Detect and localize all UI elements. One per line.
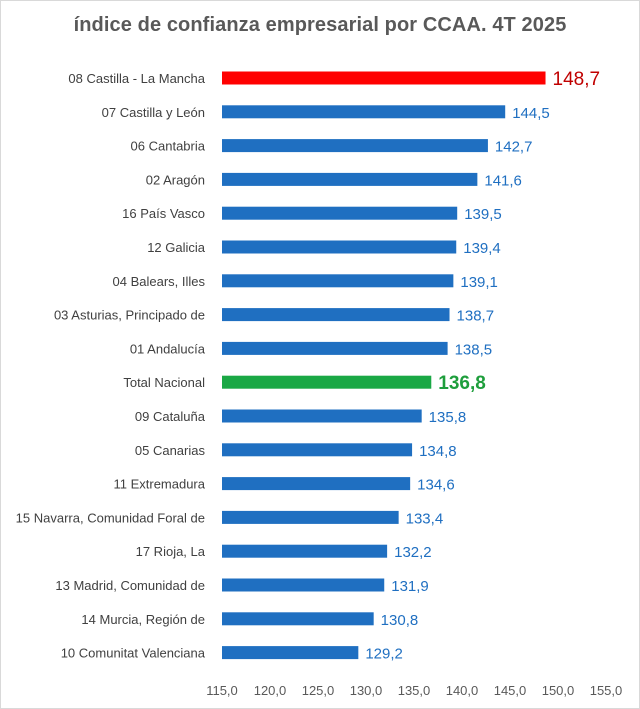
bar xyxy=(222,477,411,491)
bar xyxy=(222,139,488,153)
category-label: 06 Cantabria xyxy=(131,139,206,154)
category-label: 04 Balears, Illes xyxy=(113,274,206,289)
category-label: 03 Asturias, Principado de xyxy=(54,308,205,323)
data-label: 131,9 xyxy=(391,578,429,595)
category-label: 02 Aragón xyxy=(146,172,205,187)
bar xyxy=(222,544,388,558)
x-tick-label: 145,0 xyxy=(494,683,527,698)
category-label: 11 Extremadura xyxy=(113,477,205,492)
data-label: 136,8 xyxy=(438,373,486,394)
category-label: 10 Comunitat Valenciana xyxy=(61,646,206,661)
category-label: 13 Madrid, Comunidad de xyxy=(55,578,205,593)
bar xyxy=(222,172,478,186)
data-label: 139,5 xyxy=(464,206,502,223)
bar xyxy=(222,646,359,660)
data-label: 144,5 xyxy=(512,105,550,122)
bar xyxy=(222,206,458,220)
x-tick-label: 130,0 xyxy=(350,683,383,698)
data-label: 139,4 xyxy=(463,240,501,257)
x-tick-label: 115,0 xyxy=(206,683,238,698)
x-tick-label: 140,0 xyxy=(446,683,479,698)
data-label: 132,2 xyxy=(394,544,432,561)
category-label: 08 Castilla - La Mancha xyxy=(68,71,205,86)
bar xyxy=(222,105,506,119)
data-label: 148,7 xyxy=(553,69,601,90)
data-label: 138,7 xyxy=(457,308,495,325)
bar xyxy=(222,612,374,626)
category-label: 12 Galicia xyxy=(147,240,206,255)
data-label: 142,7 xyxy=(495,139,533,156)
data-label: 133,4 xyxy=(406,510,444,527)
category-label: 16 País Vasco xyxy=(122,206,205,221)
category-label: 07 Castilla y León xyxy=(102,105,205,120)
data-label: 130,8 xyxy=(381,612,419,629)
bar xyxy=(222,375,432,389)
category-label: 17 Rioja, La xyxy=(136,544,206,559)
bar xyxy=(222,240,457,254)
x-tick-label: 125,0 xyxy=(302,683,335,698)
data-label: 134,8 xyxy=(419,443,457,460)
x-tick-label: 155,0 xyxy=(590,683,623,698)
category-label: Total Nacional xyxy=(123,375,205,390)
data-label: 139,1 xyxy=(460,274,498,291)
bar xyxy=(222,443,413,457)
category-label: 15 Navarra, Comunidad Foral de xyxy=(16,510,205,525)
bar xyxy=(222,510,399,524)
chart-title: índice de confianza empresarial por CCAA… xyxy=(73,14,567,36)
data-label: 138,5 xyxy=(455,341,493,358)
data-label: 135,8 xyxy=(429,409,467,426)
category-label: 05 Canarias xyxy=(135,443,206,458)
x-tick-label: 120,0 xyxy=(254,683,287,698)
bar xyxy=(222,308,450,322)
data-label: 141,6 xyxy=(484,172,522,189)
x-tick-label: 150,0 xyxy=(542,683,575,698)
data-label: 129,2 xyxy=(365,646,403,663)
bar xyxy=(222,274,454,288)
bar xyxy=(222,409,422,423)
category-label: 09 Cataluña xyxy=(135,409,206,424)
category-label: 01 Andalucía xyxy=(130,341,206,356)
x-tick-label: 135,0 xyxy=(398,683,431,698)
bar xyxy=(222,341,448,355)
bar xyxy=(222,71,546,85)
bar xyxy=(222,578,385,592)
category-label: 14 Murcia, Región de xyxy=(81,612,205,627)
data-label: 134,6 xyxy=(417,477,455,494)
